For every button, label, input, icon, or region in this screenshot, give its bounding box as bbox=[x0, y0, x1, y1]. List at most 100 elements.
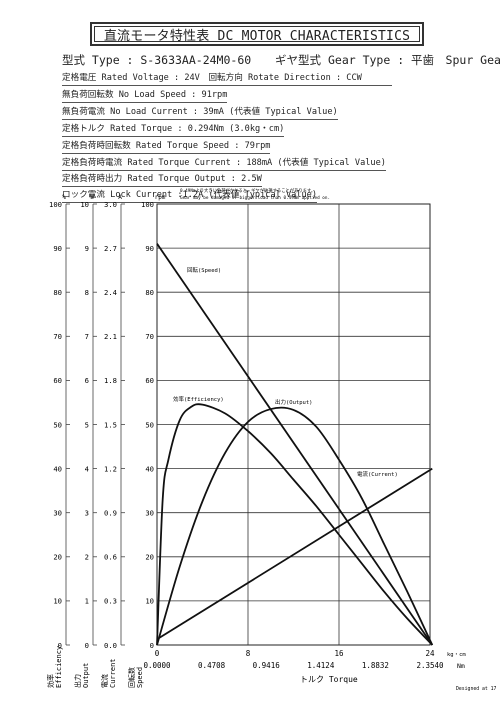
output-axis-title-jp: 出力 bbox=[73, 674, 82, 688]
output-tick-label: 10 bbox=[80, 200, 89, 209]
output-unit-label: W bbox=[90, 194, 94, 201]
current-tick-label: 2.4 bbox=[104, 288, 117, 297]
warning-jp: 0.49Nmより大きい負荷がかかると、ギヤが破損することがあります。 bbox=[180, 187, 315, 194]
model-type: 型式 Type : S-3633AA-24M0-60 bbox=[62, 53, 252, 67]
speed-tick-label: 20 bbox=[145, 553, 154, 562]
grid-layer bbox=[156, 203, 431, 646]
series-line bbox=[156, 406, 434, 646]
spec-row: 無負荷回転数 No Load Speed : 91rpm bbox=[62, 88, 228, 103]
x-tick-nm: 2.3540 bbox=[416, 661, 444, 670]
current-tick-label: 3.0 bbox=[104, 200, 117, 209]
x-axis-title: トルク Torque bbox=[300, 675, 358, 684]
efficiency-axis-title: 効率 Efficiency bbox=[46, 646, 63, 688]
output-tick-label: 6 bbox=[85, 376, 89, 385]
speed-tick-label: 40 bbox=[145, 464, 154, 473]
x-unit-nm: Nm bbox=[457, 662, 465, 670]
current-tick-label: 0.0 bbox=[104, 641, 117, 650]
title-box: 直流モータ特性表 DC MOTOR CHARACTERISTICS bbox=[90, 22, 424, 46]
label-layer: 回転(Speed) 電流(Current) 出力(Output) 効率(Efficie… bbox=[173, 267, 398, 478]
series-label: 出力(Output) bbox=[275, 398, 313, 406]
speed-axis-title-en: Speed bbox=[136, 667, 144, 688]
current-tick-label: 0.9 bbox=[104, 509, 117, 518]
speed-tick-label: 30 bbox=[145, 509, 154, 518]
efficiency-tick-label: 40 bbox=[53, 464, 62, 473]
model-line: 型式 Type : S-3633AA-24M0-60 ギヤ型式 Gear Typ… bbox=[62, 52, 500, 68]
output-axis-title: 出力 Output bbox=[73, 663, 90, 688]
speed-tick-label: 50 bbox=[145, 420, 154, 429]
output-tick-label: 8 bbox=[85, 288, 89, 297]
gear-type: ギヤ型式 Gear Type : 平歯 Spur Gear bbox=[275, 53, 500, 67]
efficiency-tick-label: 10 bbox=[53, 597, 62, 606]
spec-row: 無負荷電流 No Load Current : 39mA (代表値 Typica… bbox=[62, 105, 338, 120]
speed-axis-title-jp: 回転数 bbox=[127, 667, 136, 688]
speed-tick-label: 90 bbox=[145, 244, 154, 253]
spec-row: 定格負荷時回転数 Rated Torque Speed : 79rpm bbox=[62, 139, 271, 154]
speed-unit-label: rpm bbox=[155, 194, 166, 201]
output-tick-label: 4 bbox=[85, 464, 89, 473]
spec-row: 定格負荷時出力 Rated Torque Output : 2.5W bbox=[62, 172, 262, 187]
page-title: 直流モータ特性表 DC MOTOR CHARACTERISTICS bbox=[94, 26, 420, 44]
output-tick-label: 7 bbox=[85, 332, 89, 341]
current-tick-label: 0.6 bbox=[104, 553, 117, 562]
x-tick-kgcm: 8 bbox=[246, 649, 251, 658]
current-axis-title-jp: 電流 bbox=[100, 674, 109, 688]
x-unit-kgcm: kg・cm bbox=[447, 652, 466, 658]
efficiency-tick-label: 70 bbox=[53, 332, 62, 341]
efficiency-tick-label: 100 bbox=[49, 200, 62, 209]
x-tick-nm: 1.8832 bbox=[362, 661, 389, 670]
efficiency-tick-label: 90 bbox=[53, 244, 62, 253]
current-tick-label: 2.1 bbox=[104, 332, 117, 341]
x-tick-kgcm: 16 bbox=[334, 649, 344, 658]
series-line bbox=[156, 467, 433, 641]
series-line bbox=[156, 403, 433, 646]
series-label: 効率(Efficiency) bbox=[173, 395, 224, 403]
output-tick-label: 5 bbox=[85, 420, 89, 429]
speed-tick-label: 0 bbox=[150, 641, 154, 650]
efficiency-tick-label: 60 bbox=[53, 376, 62, 385]
speed-axis-title: 回転数 Speed bbox=[127, 667, 144, 688]
x-tick-kgcm: 24 bbox=[425, 649, 435, 658]
current-unit-label: A bbox=[118, 194, 122, 201]
output-tick-label: 3 bbox=[85, 509, 89, 518]
x-tick-kgcm: 0 bbox=[155, 649, 160, 658]
efficiency-tick-label: 20 bbox=[53, 553, 62, 562]
speed-tick-label: 60 bbox=[145, 376, 154, 385]
speed-tick-label: 80 bbox=[145, 288, 154, 297]
speed-tick-label: 10 bbox=[145, 597, 154, 606]
efficiency-axis-title-jp: 効率 bbox=[46, 674, 55, 688]
series-label: 回転(Speed) bbox=[187, 267, 221, 274]
x-tick-nm: 1.4124 bbox=[307, 661, 335, 670]
series-label: 電流(Current) bbox=[357, 470, 398, 478]
efficiency-unit-label: % bbox=[62, 194, 66, 201]
current-axis-title: 電流 Current bbox=[100, 658, 117, 688]
current-tick-label: 1.5 bbox=[104, 420, 117, 429]
speed-tick-label: 70 bbox=[145, 332, 154, 341]
current-tick-label: 1.8 bbox=[104, 376, 117, 385]
speed-tick-label: 100 bbox=[141, 200, 154, 209]
x-tick-nm: 0.9416 bbox=[253, 661, 281, 670]
spec-row: 定格トルク Rated Torque : 0.294Nm (3.0kg・cm) bbox=[62, 122, 285, 137]
efficiency-tick-label: 80 bbox=[53, 288, 62, 297]
current-tick-label: 1.2 bbox=[104, 464, 117, 473]
series-line bbox=[156, 243, 434, 646]
spec-row: ロック電流 Lock Current :1.2A (代表値 Typical Va… bbox=[62, 188, 318, 203]
current-axis-title-en: Current bbox=[109, 658, 117, 688]
spec-row: 定格電圧 Rated Voltage : 24V 回転方向 Rotate Dir… bbox=[62, 71, 392, 86]
output-tick-label: 2 bbox=[85, 553, 89, 562]
output-tick-label: 0 bbox=[85, 641, 89, 650]
x-tick-nm: 0.4708 bbox=[198, 661, 226, 670]
output-axis-title-en: Output bbox=[82, 663, 90, 688]
warning-en: Gear may be damaged if bigger load than … bbox=[180, 195, 330, 201]
series-layer bbox=[156, 243, 434, 646]
output-tick-label: 9 bbox=[85, 244, 89, 253]
current-tick-label: 2.7 bbox=[104, 244, 117, 253]
designer-note: Designed at 17 bbox=[456, 686, 497, 692]
efficiency-tick-label: 0 bbox=[58, 641, 62, 650]
efficiency-tick-label: 30 bbox=[53, 509, 62, 518]
current-tick-label: 0.3 bbox=[104, 597, 117, 606]
efficiency-tick-label: 50 bbox=[53, 420, 62, 429]
axis-layer: 0102030405060708090100%012345678910W0.00… bbox=[46, 194, 444, 688]
spec-row: 定格負荷時電流 Rated Torque Current : 188mA (代表… bbox=[62, 156, 386, 171]
